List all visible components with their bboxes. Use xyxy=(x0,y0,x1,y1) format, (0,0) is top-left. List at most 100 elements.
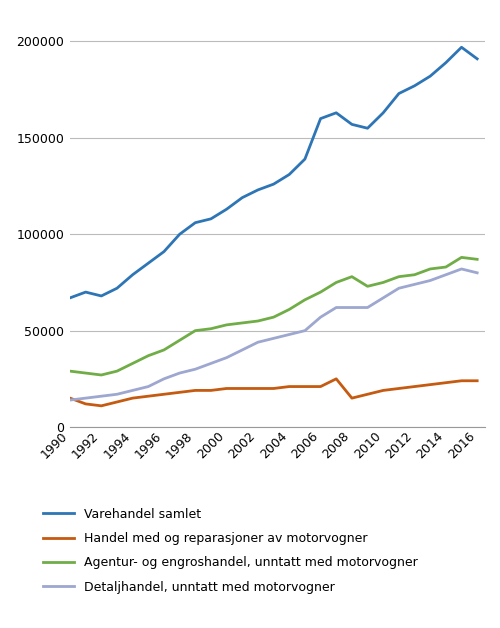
Agentur- og engroshandel, unntatt med motorvogner xyxy=(208,325,214,332)
Detaljhandel, unntatt med motorvogner xyxy=(349,304,355,311)
Handel med og reparasjoner av motorvogner xyxy=(443,379,449,386)
Varehandel samlet xyxy=(318,115,324,122)
Varehandel samlet xyxy=(224,205,230,213)
Handel med og reparasjoner av motorvogner xyxy=(333,375,339,382)
Varehandel samlet xyxy=(208,215,214,222)
Agentur- og engroshandel, unntatt med motorvogner xyxy=(380,279,386,286)
Agentur- og engroshandel, unntatt med motorvogner xyxy=(364,283,370,290)
Line: Detaljhandel, unntatt med motorvogner: Detaljhandel, unntatt med motorvogner xyxy=(70,269,477,400)
Agentur- og engroshandel, unntatt med motorvogner xyxy=(67,367,73,375)
Varehandel samlet xyxy=(192,219,198,227)
Detaljhandel, unntatt med motorvogner xyxy=(380,294,386,301)
Line: Agentur- og engroshandel, unntatt med motorvogner: Agentur- og engroshandel, unntatt med mo… xyxy=(70,257,477,375)
Detaljhandel, unntatt med motorvogner xyxy=(396,284,402,292)
Varehandel samlet xyxy=(146,259,152,267)
Handel med og reparasjoner av motorvogner xyxy=(208,387,214,394)
Handel med og reparasjoner av motorvogner xyxy=(349,394,355,402)
Detaljhandel, unntatt med motorvogner xyxy=(114,391,120,398)
Detaljhandel, unntatt med motorvogner xyxy=(270,335,276,342)
Detaljhandel, unntatt med motorvogner xyxy=(67,396,73,404)
Agentur- og engroshandel, unntatt med motorvogner xyxy=(240,319,246,327)
Agentur- og engroshandel, unntatt med motorvogner xyxy=(443,263,449,271)
Handel med og reparasjoner av motorvogner xyxy=(192,387,198,394)
Legend: Varehandel samlet, Handel med og reparasjoner av motorvogner, Agentur- og engros: Varehandel samlet, Handel med og reparas… xyxy=(43,508,418,593)
Line: Varehandel samlet: Varehandel samlet xyxy=(70,47,477,298)
Handel med og reparasjoner av motorvogner xyxy=(146,392,152,400)
Agentur- og engroshandel, unntatt med motorvogner xyxy=(161,346,167,354)
Agentur- og engroshandel, unntatt med motorvogner xyxy=(396,273,402,281)
Varehandel samlet xyxy=(427,72,433,80)
Agentur- og engroshandel, unntatt med motorvogner xyxy=(192,327,198,335)
Agentur- og engroshandel, unntatt med motorvogner xyxy=(412,271,418,278)
Handel med og reparasjoner av motorvogner xyxy=(114,398,120,406)
Detaljhandel, unntatt med motorvogner xyxy=(98,392,104,400)
Varehandel samlet xyxy=(474,55,480,63)
Agentur- og engroshandel, unntatt med motorvogner xyxy=(146,352,152,359)
Handel med og reparasjoner av motorvogner xyxy=(255,385,261,392)
Handel med og reparasjoner av motorvogner xyxy=(98,402,104,409)
Agentur- og engroshandel, unntatt med motorvogner xyxy=(286,306,292,313)
Varehandel samlet xyxy=(333,109,339,117)
Varehandel samlet xyxy=(98,292,104,300)
Varehandel samlet xyxy=(349,121,355,128)
Detaljhandel, unntatt med motorvogner xyxy=(333,304,339,311)
Varehandel samlet xyxy=(240,194,246,202)
Handel med og reparasjoner av motorvogner xyxy=(270,385,276,392)
Agentur- og engroshandel, unntatt med motorvogner xyxy=(255,317,261,325)
Detaljhandel, unntatt med motorvogner xyxy=(161,375,167,382)
Agentur- og engroshandel, unntatt med motorvogner xyxy=(98,371,104,379)
Handel med og reparasjoner av motorvogner xyxy=(130,394,136,402)
Agentur- og engroshandel, unntatt med motorvogner xyxy=(474,256,480,263)
Agentur- og engroshandel, unntatt med motorvogner xyxy=(318,288,324,296)
Detaljhandel, unntatt med motorvogner xyxy=(302,327,308,335)
Varehandel samlet xyxy=(443,59,449,67)
Varehandel samlet xyxy=(396,90,402,97)
Detaljhandel, unntatt med motorvogner xyxy=(176,369,182,377)
Handel med og reparasjoner av motorvogner xyxy=(302,383,308,391)
Handel med og reparasjoner av motorvogner xyxy=(176,389,182,396)
Agentur- og engroshandel, unntatt med motorvogner xyxy=(333,279,339,286)
Handel med og reparasjoner av motorvogner xyxy=(67,394,73,402)
Handel med og reparasjoner av motorvogner xyxy=(318,383,324,391)
Detaljhandel, unntatt med motorvogner xyxy=(224,354,230,361)
Agentur- og engroshandel, unntatt med motorvogner xyxy=(82,369,88,377)
Varehandel samlet xyxy=(82,288,88,296)
Handel med og reparasjoner av motorvogner xyxy=(82,400,88,408)
Detaljhandel, unntatt med motorvogner xyxy=(427,277,433,284)
Handel med og reparasjoner av motorvogner xyxy=(224,385,230,392)
Detaljhandel, unntatt med motorvogner xyxy=(443,271,449,278)
Handel med og reparasjoner av motorvogner xyxy=(412,383,418,391)
Varehandel samlet xyxy=(130,271,136,278)
Handel med og reparasjoner av motorvogner xyxy=(286,383,292,391)
Handel med og reparasjoner av motorvogner xyxy=(427,381,433,388)
Agentur- og engroshandel, unntatt med motorvogner xyxy=(176,337,182,344)
Handel med og reparasjoner av motorvogner xyxy=(364,391,370,398)
Varehandel samlet xyxy=(302,155,308,163)
Handel med og reparasjoner av motorvogner xyxy=(458,377,464,384)
Handel med og reparasjoner av motorvogner xyxy=(161,391,167,398)
Handel med og reparasjoner av motorvogner xyxy=(240,385,246,392)
Detaljhandel, unntatt med motorvogner xyxy=(82,394,88,402)
Varehandel samlet xyxy=(114,284,120,292)
Agentur- og engroshandel, unntatt med motorvogner xyxy=(349,273,355,281)
Varehandel samlet xyxy=(286,171,292,178)
Agentur- og engroshandel, unntatt med motorvogner xyxy=(224,321,230,328)
Detaljhandel, unntatt med motorvogner xyxy=(130,387,136,394)
Varehandel samlet xyxy=(412,82,418,90)
Detaljhandel, unntatt med motorvogner xyxy=(146,383,152,391)
Detaljhandel, unntatt med motorvogner xyxy=(208,360,214,367)
Agentur- og engroshandel, unntatt med motorvogner xyxy=(458,254,464,261)
Varehandel samlet xyxy=(380,109,386,117)
Detaljhandel, unntatt med motorvogner xyxy=(240,346,246,354)
Detaljhandel, unntatt med motorvogner xyxy=(318,313,324,321)
Varehandel samlet xyxy=(364,124,370,132)
Varehandel samlet xyxy=(176,230,182,238)
Agentur- og engroshandel, unntatt med motorvogner xyxy=(130,360,136,367)
Varehandel samlet xyxy=(161,248,167,256)
Detaljhandel, unntatt med motorvogner xyxy=(192,365,198,373)
Handel med og reparasjoner av motorvogner xyxy=(380,387,386,394)
Detaljhandel, unntatt med motorvogner xyxy=(474,269,480,276)
Detaljhandel, unntatt med motorvogner xyxy=(286,331,292,338)
Varehandel samlet xyxy=(255,186,261,193)
Handel med og reparasjoner av motorvogner xyxy=(474,377,480,384)
